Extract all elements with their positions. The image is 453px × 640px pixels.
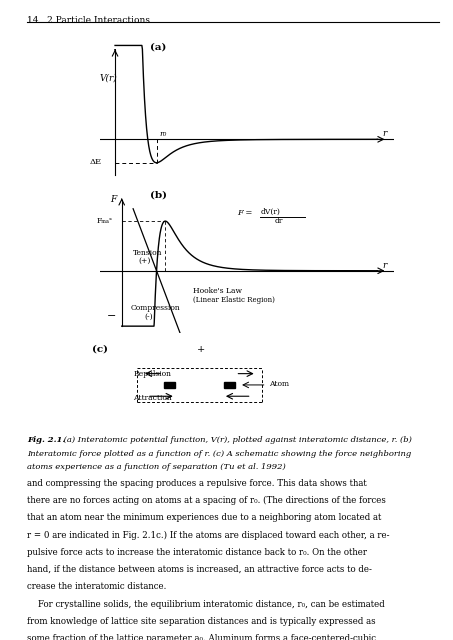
Text: Atom: Atom <box>269 380 289 388</box>
Text: Fₘₐˣ: Fₘₐˣ <box>96 217 112 225</box>
Text: r: r <box>383 129 387 138</box>
Text: hand, if the distance between atoms is increased, an attractive force acts to de: hand, if the distance between atoms is i… <box>27 565 372 574</box>
Text: r = 0 are indicated in Fig. 2.1c.) If the atoms are displaced toward each other,: r = 0 are indicated in Fig. 2.1c.) If th… <box>27 531 390 540</box>
Text: Tension: Tension <box>133 249 163 257</box>
Text: F =: F = <box>237 209 252 218</box>
Text: r: r <box>383 261 387 270</box>
Text: −: − <box>106 312 116 321</box>
Text: (b): (b) <box>150 191 167 200</box>
Text: (a): (a) <box>150 43 167 52</box>
Text: Fig. 2.1.: Fig. 2.1. <box>27 436 68 444</box>
Text: V(r): V(r) <box>100 74 117 83</box>
Text: atoms experience as a function of separation (Tu et al. 1992): atoms experience as a function of separa… <box>27 463 286 471</box>
Text: Attraction: Attraction <box>133 394 172 402</box>
Text: (a) Interatomic potential function, V(r), plotted against interatomic distance, : (a) Interatomic potential function, V(r)… <box>61 436 412 444</box>
Text: ΔE: ΔE <box>90 158 102 166</box>
Text: F: F <box>110 195 116 204</box>
Text: Hooke's Law: Hooke's Law <box>193 287 242 295</box>
Text: from knowledge of lattice site separation distances and is typically expressed a: from knowledge of lattice site separatio… <box>27 617 376 626</box>
Text: that an atom near the minimum experiences due to a neighboring atom located at: that an atom near the minimum experience… <box>27 513 381 522</box>
Text: pulsive force acts to increase the interatomic distance back to r₀. On the other: pulsive force acts to increase the inter… <box>27 548 367 557</box>
Text: Repulsion: Repulsion <box>133 370 171 378</box>
Text: crease the interatomic distance.: crease the interatomic distance. <box>27 582 167 591</box>
Text: (c): (c) <box>92 345 108 354</box>
Text: (+): (+) <box>139 257 151 265</box>
Bar <box>224 382 235 388</box>
Text: (-): (-) <box>145 312 153 321</box>
Text: (Linear Elastic Region): (Linear Elastic Region) <box>193 296 275 304</box>
Text: 14   2 Particle Interactions: 14 2 Particle Interactions <box>27 16 150 25</box>
Text: and compressing the spacing produces a repulsive force. This data shows that: and compressing the spacing produces a r… <box>27 479 367 488</box>
Text: Compression: Compression <box>131 303 181 312</box>
Text: r₀: r₀ <box>160 131 167 138</box>
Text: there are no forces acting on atoms at a spacing of r₀. (The directions of the f: there are no forces acting on atoms at a… <box>27 496 386 505</box>
Text: some fraction of the lattice parameter a₀. Aluminum forms a face-centered-cubic: some fraction of the lattice parameter a… <box>27 634 376 640</box>
Text: For crystalline solids, the equilibrium interatomic distance, r₀, can be estimat: For crystalline solids, the equilibrium … <box>27 600 385 609</box>
Text: Interatomic force plotted as a function of r. (c) A schematic showing the force : Interatomic force plotted as a function … <box>27 450 411 458</box>
Text: dV(r): dV(r) <box>260 208 280 216</box>
Bar <box>164 382 175 388</box>
Text: +: + <box>197 345 205 354</box>
Text: dr: dr <box>275 217 284 225</box>
